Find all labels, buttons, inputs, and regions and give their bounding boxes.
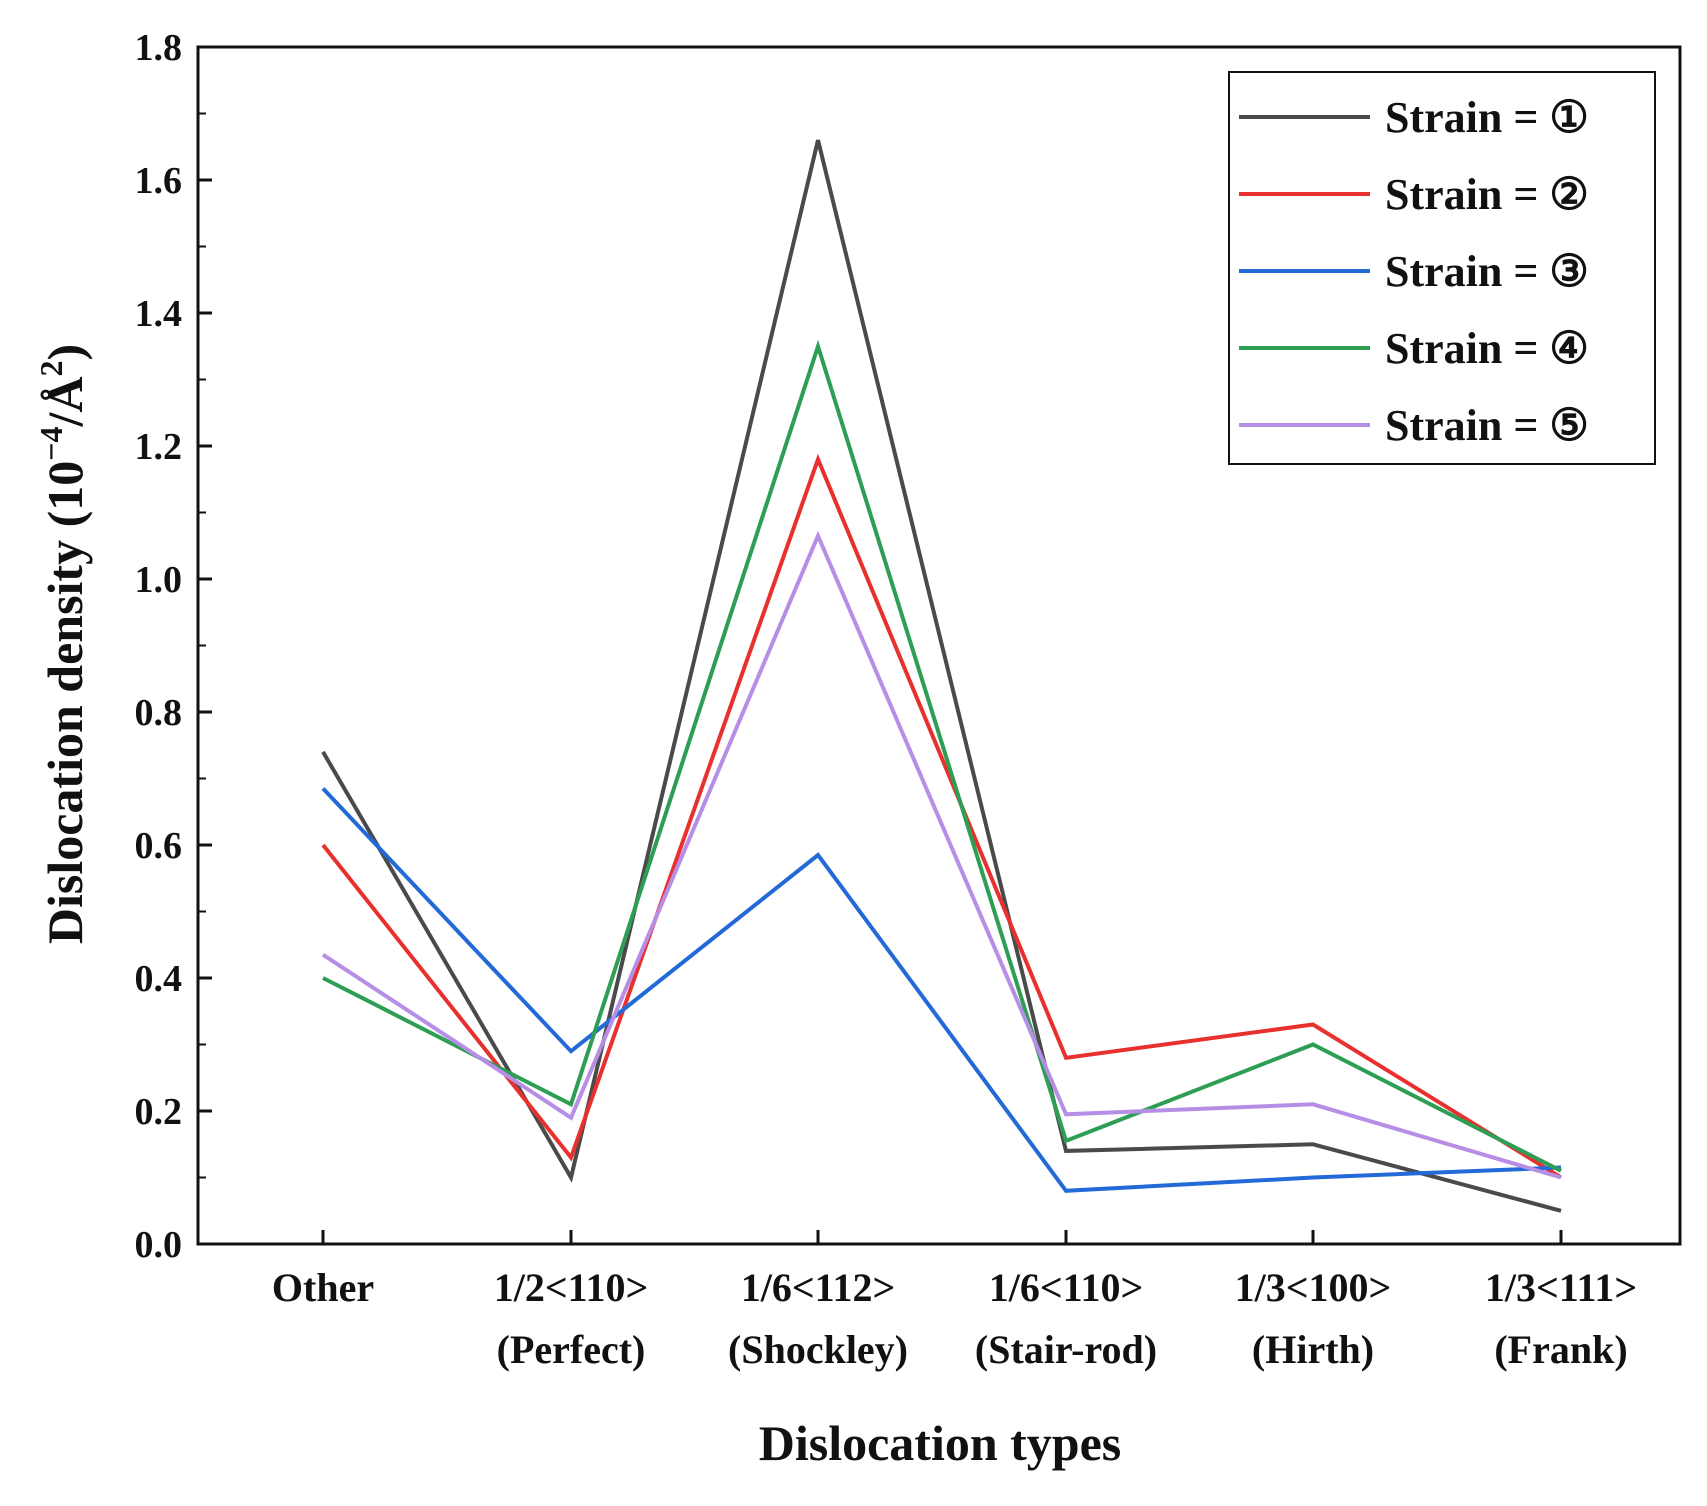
x-axis-title: Dislocation types [759, 1415, 1122, 1471]
y-tick-label: 1.4 [135, 293, 183, 335]
y-tick-label: 0.0 [135, 1224, 183, 1266]
y-tick-labels: 0.0 0.2 0.4 0.6 0.8 1.0 1.2 1.4 1.6 1.8 [135, 27, 183, 1266]
y-axis-title-exponent: −4 [33, 427, 69, 461]
y-tick-label: 0.4 [135, 958, 183, 1000]
y-tick-label: 1.6 [135, 160, 183, 202]
legend: Strain = ① Strain = ② Strain = ③ Strain = ④… [1228, 71, 1656, 465]
legend-items: Strain = ① Strain = ② Strain = ③ Strain = ④… [1239, 93, 1589, 450]
x-tick-label-sub: (Perfect) [497, 1327, 646, 1372]
y-tick-label: 0.8 [135, 692, 183, 734]
x-tick-label: 1/3<111> [1485, 1265, 1637, 1310]
legend-label-strain-5: Strain = ⑤ [1385, 401, 1589, 450]
y-tick-label: 1.8 [135, 27, 183, 69]
x-tick-label: 1/2<110> [494, 1265, 649, 1310]
x-tick-label-sub: (Hirth) [1252, 1327, 1374, 1372]
x-tick-label-sub: (Frank) [1494, 1327, 1627, 1372]
y-tick-label: 1.2 [135, 426, 183, 468]
x-tick-label-sub: (Stair-rod) [975, 1327, 1157, 1372]
x-tick-labels: Other 1/2<110> (Perfect) 1/6<112> (Shockley)… [272, 1265, 1637, 1372]
series-lines [321, 139, 1563, 1213]
y-axis-title-main: Dislocation density (10 [37, 461, 93, 944]
x-tick-label: Other [272, 1265, 374, 1310]
y-tick-label: 1.0 [135, 559, 183, 601]
series-line-strain-3 [321, 787, 1562, 1193]
legend-label-strain-4: Strain = ④ [1385, 324, 1589, 373]
series-line-strain-4 [322, 339, 1562, 1173]
plot-frame [196, 45, 1682, 1246]
legend-label-strain-2: Strain = ② [1385, 170, 1589, 219]
legend-box [1228, 71, 1656, 465]
series-line-strain-2 [321, 453, 1563, 1180]
legend-label-strain-1: Strain = ① [1385, 93, 1589, 142]
series-line-strain-5 [321, 530, 1562, 1180]
y-axis-title-close: ) [37, 344, 93, 361]
x-tick-label-sub: (Shockley) [728, 1327, 908, 1372]
legend-label-strain-3: Strain = ③ [1385, 247, 1589, 296]
x-tick-label: 1/6<110> [989, 1265, 1144, 1310]
y-axis-title-exponent2: 2 [33, 361, 69, 377]
y-tick-label: 0.2 [135, 1091, 183, 1133]
y-axis-title-unit: /Å [37, 377, 93, 428]
x-tick-label: 1/6<112> [741, 1265, 896, 1310]
x-tick-label: 1/3<100> [1235, 1265, 1392, 1310]
y-tick-label: 0.6 [135, 825, 183, 867]
y-axis-title: Dislocation density (10−4/Å2) [33, 344, 93, 944]
